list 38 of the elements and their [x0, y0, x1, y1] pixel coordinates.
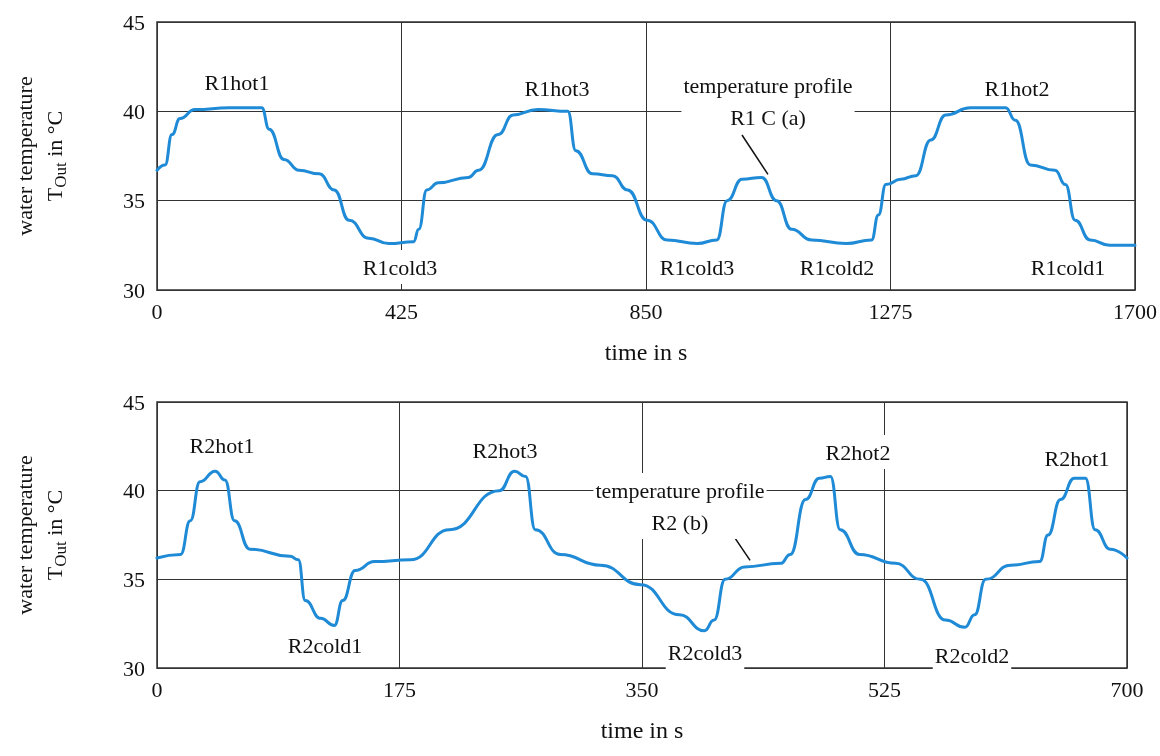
x-axis-title: time in s	[604, 339, 688, 365]
line-series	[155, 106, 1137, 247]
y-tick-label: 35	[123, 188, 145, 214]
y-tick-label: 45	[123, 389, 145, 415]
annotation: R2cold1	[287, 632, 363, 658]
x-tick-label: 0	[151, 298, 163, 324]
x-tick-label: 850	[629, 298, 663, 324]
annotation: R1hot3	[524, 75, 590, 101]
annotation: R2cold3	[667, 639, 743, 665]
x-tick-label: 525	[868, 676, 901, 702]
y-tick-label: 45	[123, 9, 145, 35]
annotation: R2hot1	[189, 432, 255, 458]
x-tick-label: 1700	[1113, 298, 1157, 324]
annotation: temperature profile R1 C (a)	[683, 72, 853, 130]
annotation: R1cold3	[659, 254, 735, 280]
y-tick-label: 30	[123, 277, 145, 303]
x-tick-label: 700	[1110, 676, 1144, 702]
y-tick-label: 35	[123, 566, 145, 592]
y-tick-label: 30	[123, 655, 145, 681]
annotation: R1hot1	[204, 69, 270, 95]
x-axis-title: time in s	[600, 717, 684, 743]
x-tick-label: 0	[151, 676, 163, 702]
x-tick-label: 425	[385, 298, 418, 324]
x-tick-label: 350	[625, 676, 659, 702]
y-tick-label: 40	[123, 478, 145, 504]
annotation: R2cold2	[934, 642, 1010, 668]
x-tick-label: 175	[383, 676, 416, 702]
annotation: R1hot2	[984, 75, 1050, 101]
annotation: temperature profile R2 (b)	[595, 477, 765, 535]
y-tick-label: 40	[123, 98, 145, 124]
annotation: R1cold1	[1030, 254, 1106, 280]
x-tick-label: 1275	[868, 298, 913, 324]
annotation: R2hot1	[1044, 445, 1110, 471]
annotation: R1cold3	[362, 254, 438, 280]
annotation: R2hot3	[472, 437, 538, 463]
annotation: R2hot2	[825, 439, 891, 465]
line-series	[155, 469, 1129, 633]
annotation: R1cold2	[799, 254, 875, 280]
